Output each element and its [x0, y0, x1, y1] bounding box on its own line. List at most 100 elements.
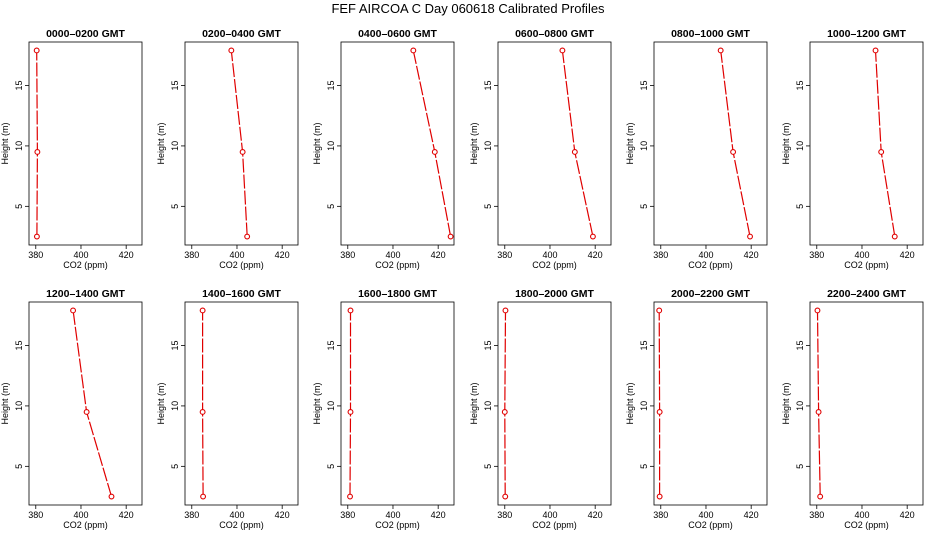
- y-tick-label: 15: [326, 340, 336, 350]
- plot-frame: [28, 41, 143, 246]
- x-axis-label: CO2 (ppm): [844, 260, 889, 270]
- x-tick-label: 380: [184, 510, 199, 520]
- profile-line: [561, 50, 594, 237]
- y-tick-label: 15: [483, 80, 493, 90]
- profile-point: [447, 233, 454, 240]
- plot-frame: [497, 301, 612, 506]
- x-tick-label: 400: [73, 510, 88, 520]
- profile-point: [108, 493, 115, 500]
- profile-point: [656, 409, 663, 415]
- y-tick-label: 5: [795, 204, 805, 209]
- plot-frame: [340, 41, 455, 246]
- y-tick-label: 15: [795, 340, 805, 350]
- x-tick-label: 380: [497, 250, 512, 260]
- plot-frame: [184, 41, 299, 246]
- profile-point: [410, 47, 417, 54]
- profile-point: [559, 47, 566, 54]
- y-tick-label: 5: [14, 464, 24, 469]
- x-tick-label: 400: [229, 250, 244, 260]
- x-tick-label: 420: [588, 510, 603, 520]
- y-axis-label: Height (m): [781, 122, 791, 164]
- profile-point: [347, 493, 353, 500]
- x-tick-label: 380: [184, 250, 199, 260]
- x-tick-label: 420: [744, 510, 759, 520]
- y-tick-label: 5: [326, 204, 336, 209]
- x-tick-label: 380: [809, 250, 824, 260]
- profile-point: [814, 307, 821, 314]
- y-tick-label: 10: [639, 401, 649, 411]
- profile-line: [816, 310, 821, 497]
- y-tick-label: 10: [795, 401, 805, 411]
- plot-frame: [28, 301, 143, 506]
- y-axis-label: Height (m): [625, 382, 635, 424]
- panel-title: 1200–1400 GMT: [46, 288, 125, 300]
- profile-point: [878, 149, 885, 155]
- y-axis-label: Height (m): [625, 122, 635, 164]
- profile-panel: 0400–0600 GMT 380 400 420 CO2 (ppm) 5 10 15 Heig…: [312, 28, 455, 270]
- y-tick-label: 5: [639, 204, 649, 209]
- profile-point: [817, 493, 824, 500]
- profile-point: [33, 233, 40, 240]
- panel-title: 0400–0600 GMT: [358, 28, 437, 40]
- profile-point: [656, 307, 663, 314]
- x-axis-label: CO2 (ppm): [532, 260, 577, 270]
- x-tick-label: 420: [119, 250, 134, 260]
- y-tick-label: 15: [14, 340, 24, 350]
- profile-point: [431, 149, 438, 155]
- panel-title: 0200–0400 GMT: [202, 28, 281, 40]
- x-tick-label: 420: [431, 510, 446, 520]
- x-tick-label: 400: [542, 250, 557, 260]
- y-tick-label: 10: [170, 141, 180, 151]
- profile-panel: 0200–0400 GMT 380 400 420 CO2 (ppm) 5 10 15 Heig…: [156, 28, 299, 270]
- y-tick-label: 15: [170, 340, 180, 350]
- y-tick-label: 5: [170, 204, 180, 209]
- plot-frame: [653, 41, 768, 246]
- x-axis-label: CO2 (ppm): [688, 260, 733, 270]
- x-tick-label: 380: [340, 250, 355, 260]
- x-tick-label: 380: [653, 510, 668, 520]
- profile-panel: 1600–1800 GMT 380 400 420 CO2 (ppm) 5 10 15 Heig…: [312, 288, 455, 530]
- profile-line: [720, 50, 751, 237]
- panel-grid: 0000–0200 GMT 380 400 420 CO2 (ppm) 5 10 15 Heig…: [0, 28, 924, 530]
- y-axis-label: Height (m): [156, 382, 166, 424]
- y-axis-label: Height (m): [0, 382, 10, 424]
- x-axis-label: CO2 (ppm): [688, 520, 733, 530]
- x-tick-label: 400: [542, 510, 557, 520]
- x-axis-label: CO2 (ppm): [375, 520, 420, 530]
- profile-panel: 0000–0200 GMT 380 400 420 CO2 (ppm) 5 10 15 Heig…: [0, 28, 143, 270]
- profile-line: [202, 310, 204, 497]
- y-tick-label: 5: [795, 464, 805, 469]
- y-tick-label: 15: [170, 80, 180, 90]
- y-tick-label: 5: [14, 204, 24, 209]
- profile-point: [70, 307, 77, 314]
- x-tick-label: 400: [698, 510, 713, 520]
- profile-panel: 0600–0800 GMT 380 400 420 CO2 (ppm) 5 10 15 Heig…: [469, 28, 612, 270]
- x-tick-label: 380: [340, 510, 355, 520]
- profile-line: [412, 50, 452, 237]
- panel-title: 2200–2400 GMT: [827, 288, 906, 300]
- x-tick-label: 380: [497, 510, 512, 520]
- profile-point: [347, 409, 354, 415]
- y-axis-label: Height (m): [469, 122, 479, 164]
- profile-point: [239, 149, 246, 155]
- y-tick-label: 15: [483, 340, 493, 350]
- profile-point: [730, 149, 737, 155]
- plot-frame: [497, 41, 612, 246]
- profile-point: [33, 47, 40, 54]
- y-tick-label: 15: [795, 80, 805, 90]
- plot-frame: [340, 301, 455, 506]
- profile-point: [34, 149, 41, 155]
- x-axis-label: CO2 (ppm): [844, 520, 889, 530]
- profile-point: [571, 149, 578, 155]
- panel-title: 0000–0200 GMT: [46, 28, 125, 40]
- x-tick-label: 400: [854, 250, 869, 260]
- y-tick-label: 10: [795, 141, 805, 151]
- x-tick-label: 420: [275, 510, 290, 520]
- y-tick-label: 15: [326, 80, 336, 90]
- x-axis-label: CO2 (ppm): [219, 260, 264, 270]
- profile-panel: 1400–1600 GMT 380 400 420 CO2 (ppm) 5 10 15 Heig…: [156, 288, 299, 530]
- plot-frame: [184, 301, 299, 506]
- x-tick-label: 420: [275, 250, 290, 260]
- x-axis-label: CO2 (ppm): [532, 520, 577, 530]
- panel-title: 1800–2000 GMT: [515, 288, 594, 300]
